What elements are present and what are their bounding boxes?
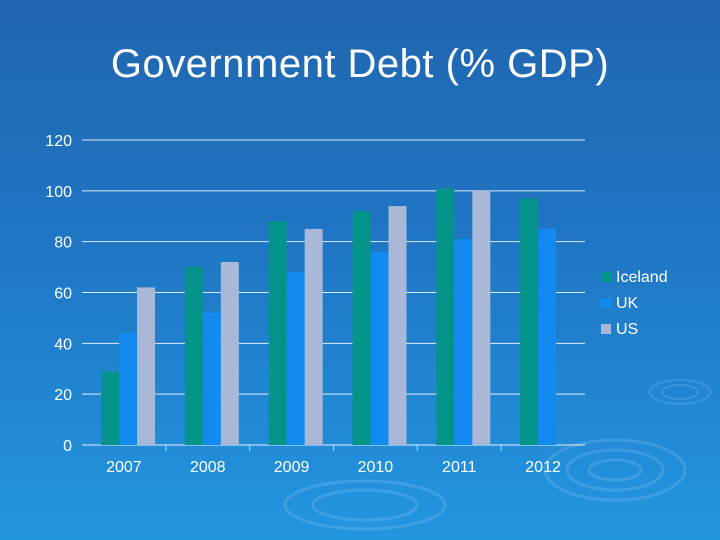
bar-uk-2010: [370, 251, 389, 445]
y-tick-label: 60: [54, 286, 72, 303]
y-tick-label: 0: [63, 438, 72, 455]
legend-swatch-uk: [601, 298, 611, 308]
legend-label-us: US: [616, 321, 638, 338]
bar-iceland-2012: [520, 198, 539, 445]
bar-iceland-2007: [101, 371, 119, 445]
bar-us-2007: [137, 287, 155, 445]
x-tick-label: 2009: [274, 459, 310, 476]
bar-us-2011: [472, 190, 491, 445]
x-tick-label: 2011: [442, 459, 477, 476]
y-tick-label: 20: [54, 387, 72, 404]
x-tick-label: 2007: [106, 459, 142, 476]
bar-us-2009: [304, 228, 323, 445]
gridlines: [82, 139, 585, 446]
bar-uk-2011: [454, 239, 473, 445]
bar-uk-2008: [202, 312, 221, 445]
x-tick-label: 2010: [358, 459, 394, 476]
y-tick-label: 80: [54, 235, 72, 252]
bar-uk-2007: [119, 333, 137, 445]
bar-iceland-2010: [352, 211, 371, 445]
legend-label-uk: UK: [616, 295, 639, 312]
bar-uk-2009: [286, 272, 305, 445]
legend-swatch-iceland: [601, 272, 611, 282]
x-tick-label: 2008: [190, 459, 226, 476]
background-ripples: [283, 379, 711, 531]
bar-us-2010: [388, 206, 407, 445]
legend-swatch-us: [601, 324, 611, 334]
y-tick-label: 120: [45, 133, 72, 150]
x-tick-label: 2012: [525, 459, 561, 476]
y-axis-ticks: 0 20 40 60 80 100 120: [45, 133, 72, 455]
legend-label-iceland: Iceland: [616, 269, 668, 286]
y-tick-label: 100: [45, 184, 72, 201]
bar-iceland-2009: [268, 221, 287, 445]
bar-iceland-2008: [184, 267, 203, 445]
bar-us-2008: [220, 262, 239, 445]
slide-title: Government Debt (% GDP): [110, 42, 610, 86]
bars: [101, 188, 557, 445]
legend: Iceland UK US: [601, 269, 668, 338]
y-tick-label: 40: [54, 336, 72, 353]
bar-iceland-2011: [436, 188, 455, 445]
x-axis-ticks: 2007 2008 2009 2010 2011 2012: [106, 445, 561, 476]
bar-uk-2012: [538, 228, 557, 445]
